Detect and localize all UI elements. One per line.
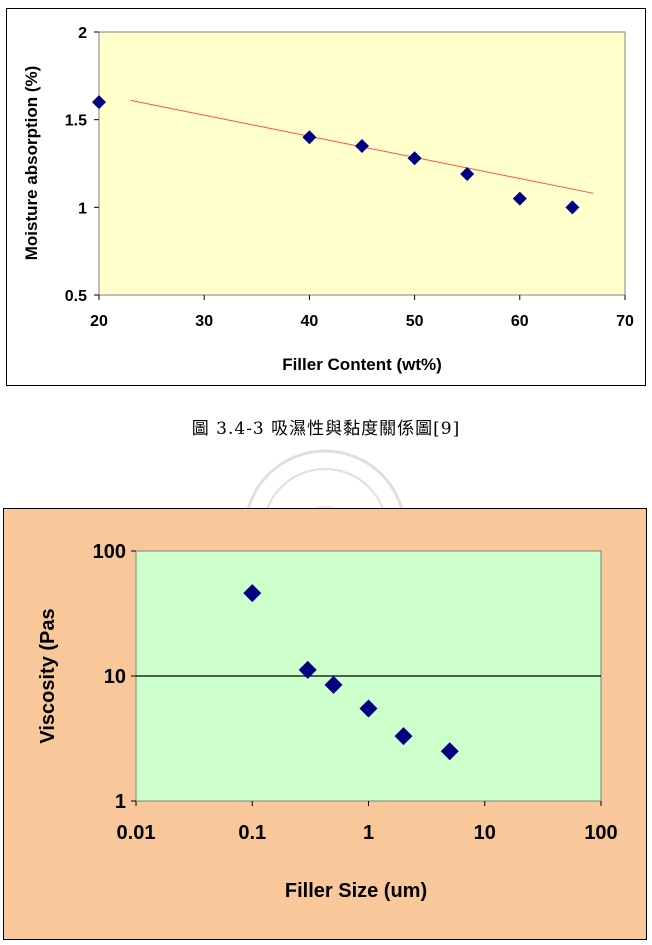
x-tick-label: 70 — [616, 313, 634, 330]
figure-caption: 圖 3.4-3 吸濕性與黏度關係圖[9] — [191, 419, 461, 439]
data-point — [359, 699, 378, 718]
y-tick-label: 1.5 — [65, 113, 87, 130]
data-point — [407, 151, 422, 166]
data-point — [565, 200, 580, 215]
viscosity-chart: 1 10 100 0.01 0.1 1 10 100 Viscosity (Pas Fill… — [3, 508, 647, 940]
data-point — [324, 675, 343, 694]
x-axis-title: Filler Size (um) — [285, 880, 427, 902]
y-tick-label: 2 — [78, 25, 87, 42]
plot-area — [98, 31, 626, 296]
y-axis-title: Moisture absorption (%) — [22, 66, 41, 261]
y-tick-label: 1 — [78, 200, 87, 217]
y-tick-label: 10 — [104, 666, 126, 688]
data-point — [298, 660, 317, 679]
y-tick-label: 1 — [115, 791, 126, 813]
data-point — [92, 95, 106, 110]
x-tick-label: 20 — [90, 313, 108, 330]
data-point — [460, 167, 475, 182]
moisture-absorption-plot: 0.5 1 1.5 2 20 30 40 50 60 70 Moisture absorptio… — [22, 25, 634, 374]
viscosity-plot: 1 10 100 0.01 0.1 1 10 100 Viscosity (Pas Fill… — [37, 541, 618, 902]
data-point — [512, 191, 527, 206]
data-point — [355, 138, 369, 153]
x-axis-title: Filler Content (wt%) — [282, 355, 442, 374]
x-tick-label: 0.1 — [238, 822, 266, 844]
moisture-absorption-chart: 0.5 1 1.5 2 20 30 40 50 60 70 Moisture absorptio… — [6, 8, 646, 386]
data-point — [440, 742, 459, 761]
x-tick-label: 30 — [195, 313, 213, 330]
data-point — [302, 130, 317, 145]
x-tick-label: 100 — [584, 822, 617, 844]
y-tick-label: 0.5 — [65, 288, 87, 305]
y-tick-label: 100 — [93, 541, 126, 563]
data-point — [394, 727, 413, 746]
data-point — [243, 584, 262, 603]
y-axis-title: Viscosity (Pas — [37, 608, 59, 743]
x-tick-label: 40 — [301, 313, 319, 330]
x-tick-label: 60 — [511, 313, 529, 330]
x-tick-label: 1 — [363, 822, 374, 844]
x-tick-label: 0.01 — [117, 822, 156, 844]
x-tick-label: 50 — [406, 313, 424, 330]
x-tick-label: 10 — [474, 822, 496, 844]
